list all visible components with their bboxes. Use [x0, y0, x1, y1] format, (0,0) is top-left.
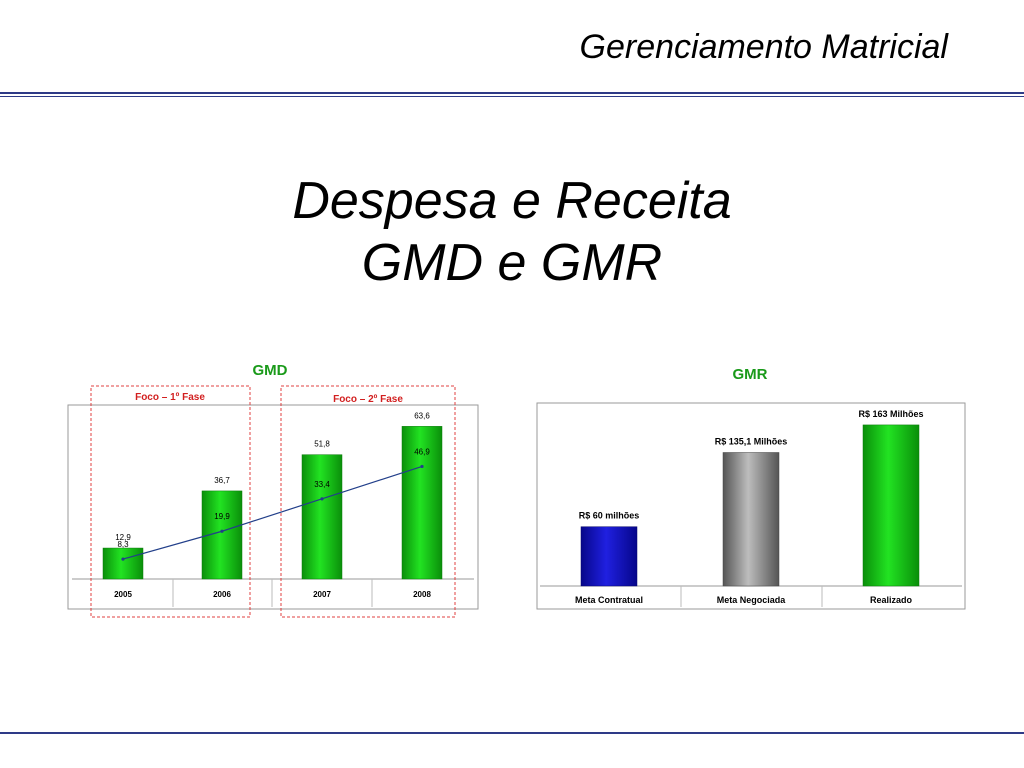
gmd-bar-label: 36,7 [214, 476, 230, 485]
gmr-x-tick-label: Meta Contratual [575, 595, 643, 605]
gmd-line-label: 19,9 [214, 512, 230, 521]
footer-rule [0, 732, 1024, 734]
slide-title-line2: GMD e GMR [361, 234, 663, 292]
gmr-bar-label: R$ 135,1 Milhões [715, 436, 788, 446]
header-rule-thin [0, 96, 1024, 97]
phase-1-label: Foco – 1º Fase [135, 392, 205, 403]
phase-2-box [280, 385, 456, 618]
gmr-chart: GMR R$ 60 milhões Meta Contratual R$ 135,1… [536, 366, 966, 610]
gmd-line-label: 46,9 [414, 447, 430, 456]
gmd-bar [201, 490, 243, 580]
gmd-bar [401, 426, 443, 580]
gmr-bar-label: R$ 163 Milhões [858, 409, 923, 419]
gmr-x-tick-label: Realizado [870, 595, 913, 605]
gmr-title: GMR [733, 366, 768, 383]
gmd-line-point [121, 557, 125, 561]
gmd-title: GMD [253, 362, 288, 379]
gmr-bar [722, 452, 780, 587]
slide-title-line1: Despesa e Receita [292, 172, 732, 230]
header-rule [0, 92, 1024, 94]
slide-title: Despesa e Receita GMD e GMR [0, 170, 1024, 294]
gmd-x-tick-label: 2005 [114, 590, 132, 599]
gmr-bar [580, 526, 638, 587]
gmd-bar [301, 454, 343, 580]
gmr-x-tick-label: Meta Negociada [717, 595, 787, 605]
gmd-line-series [122, 465, 423, 560]
gmd-line-point [420, 464, 424, 469]
gmd-line-point [320, 497, 324, 501]
phase-2-label: Foco – 2º Fase [333, 394, 403, 405]
gmd-line-label: 33,4 [314, 480, 330, 489]
gmd-line-label: 8,3 [117, 540, 129, 549]
gmr-bar [862, 424, 920, 587]
gmd-chart: GMD Foco – 1º Fase Foco – 2º Fase 12,9 20… [67, 362, 479, 618]
gmd-bar-label: 63,6 [414, 411, 430, 420]
gmd-x-tick-label: 2008 [413, 590, 431, 599]
header-title: Gerenciamento Matricial [579, 28, 948, 66]
gmd-x-tick-label: 2006 [213, 590, 231, 599]
gmd-bar-label: 12,9 [115, 533, 131, 542]
gmd-x-tick-label: 2007 [313, 590, 331, 599]
gmd-bar-label: 51,8 [314, 440, 330, 449]
gmr-bar-label: R$ 60 milhões [579, 511, 640, 521]
gmd-bar [102, 547, 144, 580]
gmd-line-point [220, 529, 224, 533]
